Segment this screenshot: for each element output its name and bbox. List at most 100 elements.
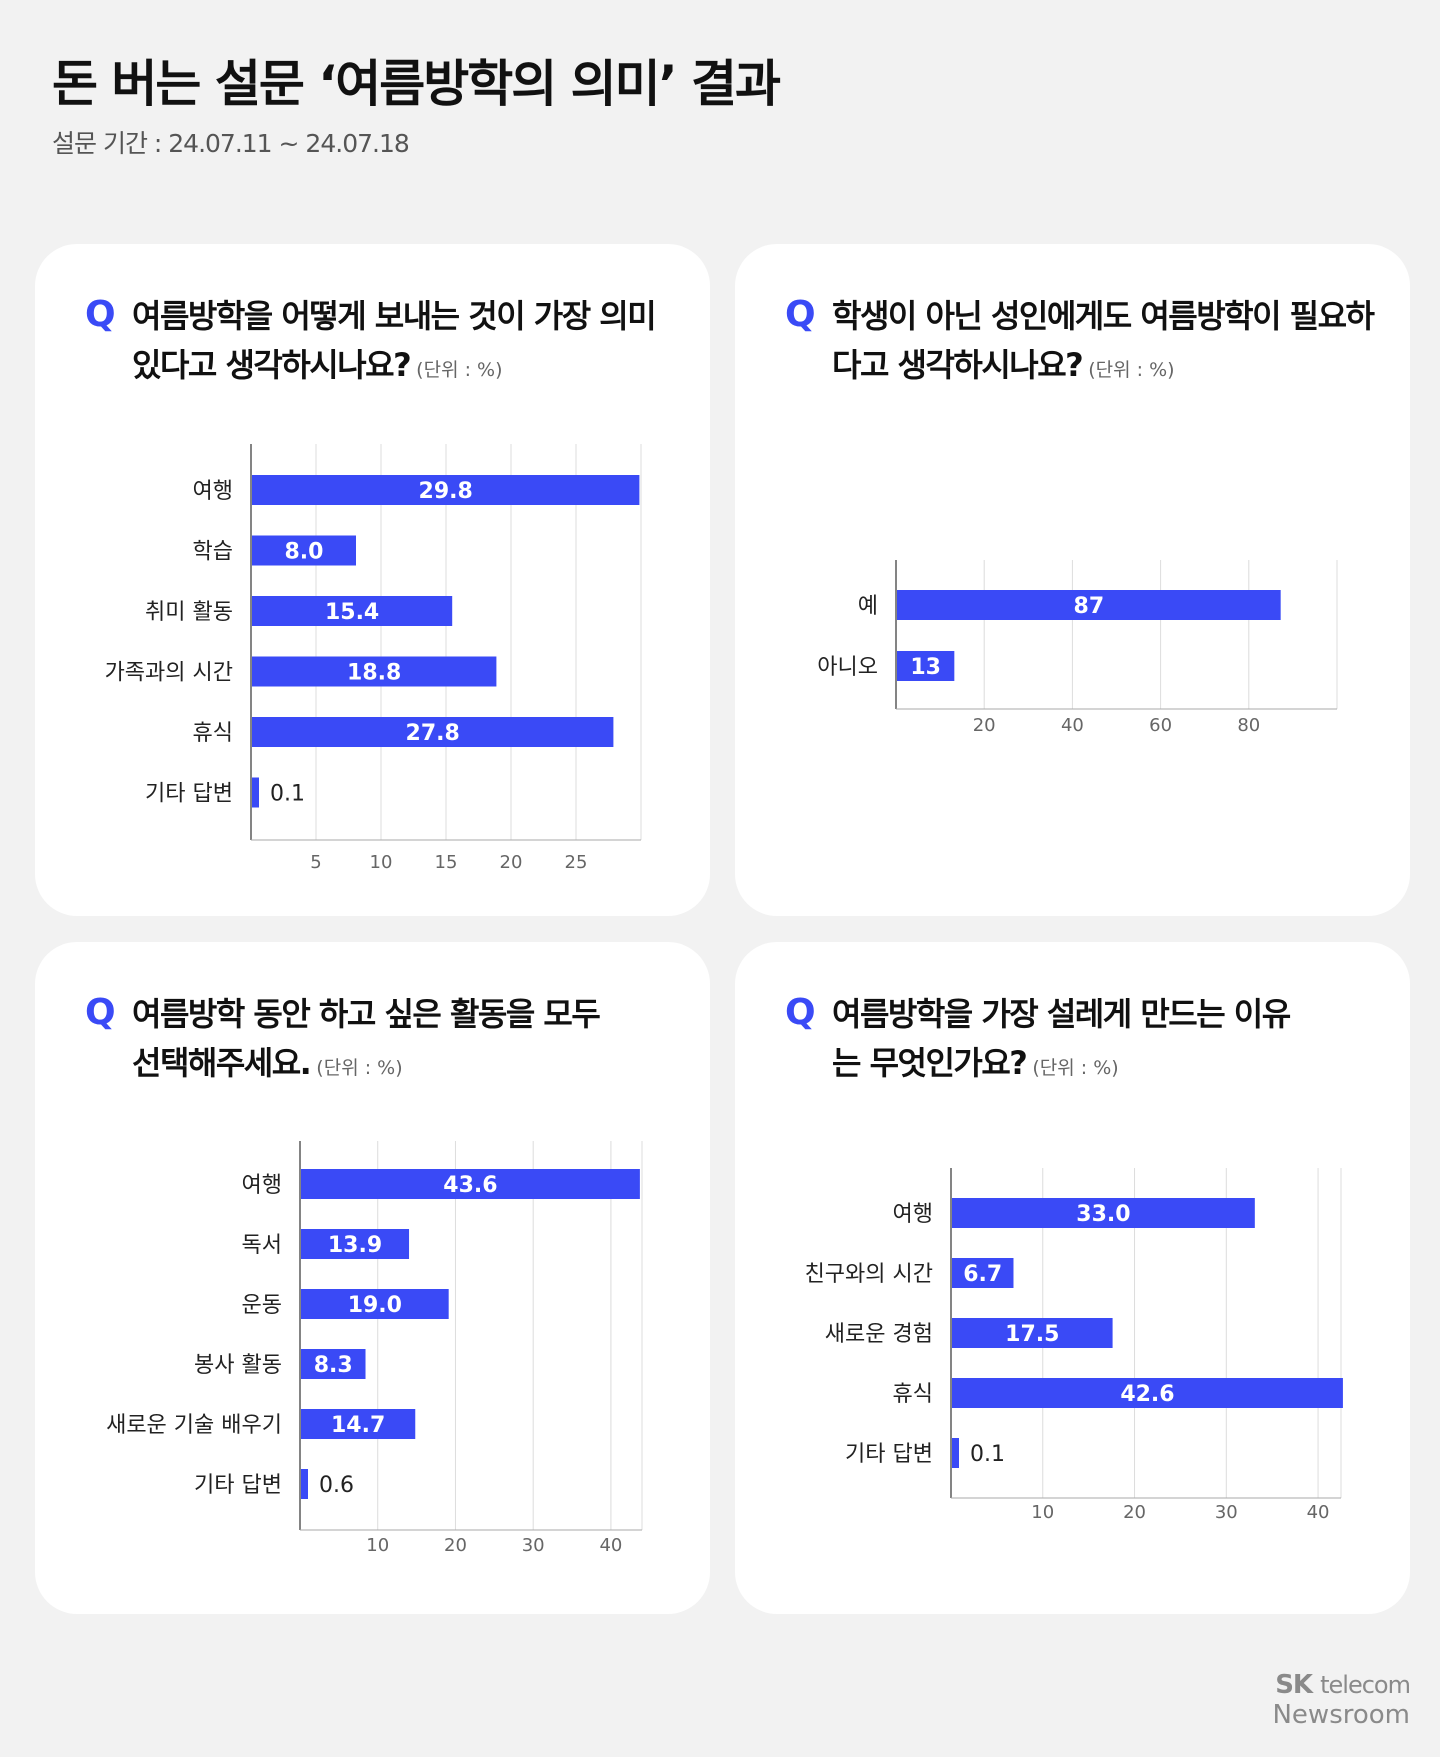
page-title: 돈 버는 설문 ‘여름방학의 의미’ 결과 — [52, 55, 781, 113]
value-label: 42.6 — [1120, 1382, 1174, 1407]
value-label: 0.1 — [270, 782, 305, 807]
category-label: 기타 답변 — [194, 1473, 282, 1498]
category-label: 기타 답변 — [845, 1442, 933, 1467]
value-label: 87 — [1074, 594, 1105, 619]
category-label: 기타 답변 — [145, 782, 233, 807]
category-label: 휴식 — [893, 1382, 933, 1407]
value-label: 13 — [910, 655, 941, 680]
x-tick-label: 40 — [599, 1535, 622, 1556]
bar — [952, 1378, 1343, 1408]
bar-chart: 10 20 30 40 여행 33.0 친구와의 시간 6.7 새로운 경험 17.5 휴식 42.6… — [805, 1168, 1343, 1523]
category-label: 아니오 — [817, 655, 878, 680]
question-text: 여름방학을 어떻게 보내는 것이 가장 의미 있다고 생각하시나요? (단위 : … — [132, 292, 692, 395]
category-label: 독서 — [242, 1233, 282, 1258]
value-label: 13.9 — [328, 1233, 382, 1258]
bar-chart: 10 20 30 40 여행 43.6 독서 13.9 운동 19.0 봉사 활동 8.3 새로운 기술… — [106, 1141, 643, 1556]
question-text: 여름방학을 가장 설레게 만드는 이유는 무엇인가요? (단위 : %) — [832, 990, 1312, 1093]
unit-label: (단위 : %) — [316, 1057, 403, 1079]
value-label: 27.8 — [406, 721, 460, 746]
value-label: 33.0 — [1076, 1202, 1130, 1227]
category-label: 여행 — [242, 1173, 282, 1198]
chart-card-1: Q 여름방학을 어떻게 보내는 것이 가장 의미 있다고 생각하시나요? (단위 … — [35, 244, 710, 916]
bar-chart: 20 40 60 80 예 87 아니오 13 — [817, 560, 1338, 736]
value-label: 14.7 — [331, 1413, 385, 1438]
value-label: 0.1 — [970, 1442, 1005, 1467]
x-tick-label: 5 — [310, 852, 321, 873]
unit-label: (단위 : %) — [1088, 359, 1175, 381]
x-tick-label: 15 — [435, 852, 458, 873]
sk-telecom-newsroom-logo: SK telecom Newsroom — [1272, 1670, 1411, 1730]
x-tick-label: 20 — [500, 852, 523, 873]
question-text: 학생이 아닌 성인에게도 여름방학이 필요하다고 생각하시나요? (단위 : %) — [832, 292, 1392, 395]
x-tick-label: 30 — [1215, 1502, 1238, 1523]
value-label: 15.4 — [325, 600, 379, 625]
x-tick-label: 10 — [366, 1535, 389, 1556]
bar — [952, 1318, 1113, 1348]
question-label: 여름방학을 가장 설레게 만드는 이유는 무엇인가요? — [832, 995, 1291, 1082]
value-label: 29.8 — [419, 479, 473, 504]
q-icon: Q — [85, 294, 116, 335]
category-label: 가족과의 시간 — [105, 661, 233, 686]
bar-chart: 5 10 15 20 25 여행 29.8 학습 8.0 취미 활동 15.4 가족과의 시간 18.8… — [105, 444, 642, 873]
value-label: 19.0 — [348, 1293, 402, 1318]
bar — [301, 1409, 416, 1439]
category-label: 취미 활동 — [145, 600, 233, 625]
bar — [301, 1169, 640, 1199]
q-icon: Q — [785, 294, 816, 335]
value-label: 0.6 — [319, 1473, 354, 1498]
value-label: 43.6 — [443, 1173, 497, 1198]
bar — [301, 1229, 410, 1259]
category-label: 새로운 경험 — [825, 1322, 933, 1347]
question-label: 학생이 아닌 성인에게도 여름방학이 필요하다고 생각하시나요? — [832, 297, 1375, 384]
x-tick-label: 40 — [1307, 1502, 1330, 1523]
value-label: 6.7 — [963, 1262, 1002, 1287]
logo-telecom: telecom — [1320, 1671, 1411, 1699]
category-label: 새로운 기술 배우기 — [106, 1413, 282, 1438]
bar — [952, 1198, 1255, 1228]
q-icon: Q — [785, 992, 816, 1033]
x-tick-label: 60 — [1149, 715, 1172, 736]
x-tick-label: 25 — [565, 852, 588, 873]
question-text: 여름방학 동안 하고 싶은 활동을 모두 선택해주세요. (단위 : %) — [132, 990, 612, 1093]
chart-card-2: Q 학생이 아닌 성인에게도 여름방학이 필요하다고 생각하시나요? (단위 : … — [735, 244, 1410, 916]
question-label: 여름방학을 어떻게 보내는 것이 가장 의미 있다고 생각하시나요? — [132, 297, 657, 384]
bar — [252, 535, 356, 566]
x-tick-label: 80 — [1237, 715, 1260, 736]
x-tick-label: 20 — [1123, 1502, 1146, 1523]
value-label: 18.8 — [347, 661, 401, 686]
category-label: 여행 — [193, 479, 233, 504]
bar — [897, 590, 1281, 620]
x-tick-label: 30 — [522, 1535, 545, 1556]
bar — [252, 596, 453, 626]
value-label: 17.5 — [1005, 1322, 1059, 1347]
category-label: 예 — [858, 594, 878, 619]
logo-sk: SK — [1275, 1670, 1313, 1700]
bar — [952, 1258, 1014, 1288]
logo-newsroom: Newsroom — [1272, 1700, 1410, 1730]
x-tick-label: 20 — [444, 1535, 467, 1556]
x-tick-label: 10 — [1031, 1502, 1054, 1523]
category-label: 봉사 활동 — [194, 1353, 282, 1378]
question-label: 여름방학 동안 하고 싶은 활동을 모두 선택해주세요. — [132, 995, 601, 1082]
chart-card-4: Q 여름방학을 가장 설레게 만드는 이유는 무엇인가요? (단위 : %) 10… — [735, 942, 1410, 1614]
value-label: 8.3 — [314, 1353, 353, 1378]
category-label: 친구와의 시간 — [805, 1262, 933, 1287]
chart-card-3: Q 여름방학 동안 하고 싶은 활동을 모두 선택해주세요. (단위 : %) 1… — [35, 942, 710, 1614]
category-label: 휴식 — [193, 721, 233, 746]
bar — [252, 717, 614, 747]
x-tick-label: 40 — [1061, 715, 1084, 736]
category-label: 여행 — [893, 1202, 933, 1227]
bar — [252, 656, 497, 687]
bar — [252, 777, 259, 808]
bar — [252, 475, 640, 505]
unit-label: (단위 : %) — [1032, 1057, 1119, 1079]
value-label: 8.0 — [285, 540, 324, 565]
bar — [897, 651, 955, 681]
bar — [952, 1438, 959, 1468]
survey-period: 설문 기간 : 24.07.11 ~ 24.07.18 — [52, 129, 410, 158]
q-icon: Q — [85, 992, 116, 1033]
bar — [301, 1289, 449, 1319]
bar — [301, 1469, 308, 1499]
category-label: 학습 — [193, 540, 233, 565]
x-tick-label: 10 — [370, 852, 393, 873]
